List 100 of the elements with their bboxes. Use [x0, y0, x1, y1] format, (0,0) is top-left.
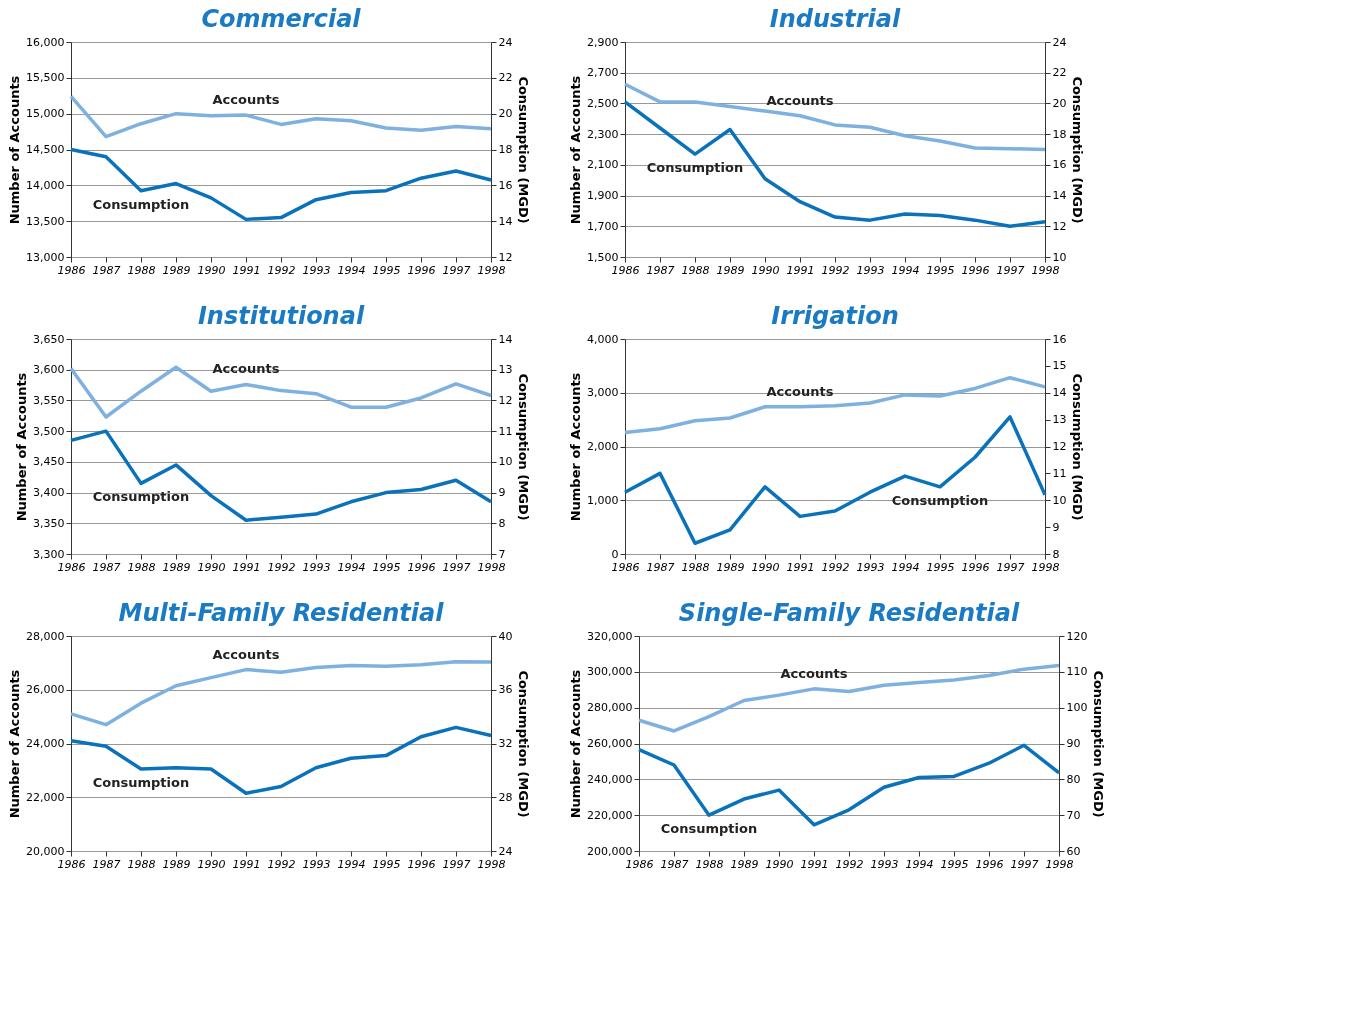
x-tick-label: 1988: [681, 560, 710, 574]
chart-title: Irrigation: [771, 302, 899, 330]
y-axis-title: Number of Accounts: [568, 75, 584, 225]
line-series: [69, 725, 493, 795]
x-tick-label: 1994: [337, 857, 366, 871]
y-tick-label: 240,000: [587, 772, 633, 786]
x-tick-label: 1998: [1031, 263, 1060, 277]
y2-tick-label: 10: [1052, 250, 1067, 264]
series-label: Consumption: [92, 196, 190, 212]
x-tick-label: 1995: [926, 263, 955, 277]
y2-tick-label: 14: [498, 332, 513, 346]
y2-tick-label: 11: [498, 424, 513, 438]
x-tick-label: 1990: [751, 560, 780, 574]
x-tick-label: 1993: [870, 857, 899, 871]
y2-tick-label: 24: [1052, 35, 1067, 49]
series-label: Consumption: [646, 160, 744, 176]
x-tick-label: 1991: [800, 857, 829, 871]
y-tick-label: 3,550: [33, 393, 65, 407]
y-tick-label: 26,000: [26, 683, 65, 697]
y2-tick-label: 32: [498, 737, 513, 750]
y2-tick-label: 9: [1052, 520, 1060, 534]
x-tick-label: 1990: [197, 857, 226, 871]
y2-tick-label: 24: [498, 844, 513, 858]
y-tick-label: 3,400: [33, 486, 65, 500]
x-tick-label: 1987: [646, 560, 675, 574]
x-tick-label: 1995: [372, 263, 401, 277]
x-tick-label: 1994: [337, 560, 366, 574]
y2-axis-title: Consumption (MGD): [1070, 76, 1086, 224]
y-tick-label: 1,700: [587, 219, 619, 233]
x-tick-label: 1992: [267, 263, 296, 277]
y2-tick-label: 14: [1052, 189, 1067, 203]
x-tick-label: 1998: [1031, 560, 1060, 574]
x-tick-label: 1992: [821, 560, 850, 574]
y2-tick-label: 13: [498, 363, 513, 377]
line-series: [69, 660, 493, 727]
x-tick-label: 1989: [162, 560, 191, 574]
x-tick-label: 1989: [730, 857, 759, 871]
x-tick-label: 1993: [856, 560, 885, 574]
x-tick-label: 1990: [751, 263, 780, 277]
series-label: Accounts: [212, 361, 280, 377]
x-tick-label: 1998: [1045, 857, 1074, 871]
x-tick-label: 1991: [786, 263, 815, 277]
y2-axis-title: Consumption (MGD): [1091, 670, 1107, 818]
x-tick-label: 1988: [127, 560, 156, 574]
x-tick-label: 1986: [57, 560, 86, 574]
y2-tick-label: 9: [498, 486, 506, 500]
series-label: Accounts: [212, 646, 280, 662]
y2-tick-label: 24: [498, 35, 513, 49]
series-label: Consumption: [891, 492, 989, 508]
x-tick-label: 1991: [232, 263, 261, 277]
y2-tick-label: 90: [1066, 737, 1081, 750]
x-tick-label: 1993: [302, 263, 331, 277]
y2-tick-label: 12: [1052, 440, 1067, 453]
y-tick-label: 24,000: [26, 737, 65, 750]
x-tick-label: 1989: [162, 857, 191, 871]
y2-tick-label: 22: [1052, 66, 1067, 80]
series-label: Consumption: [92, 775, 190, 791]
y2-tick-label: 7: [498, 547, 506, 561]
y-tick-label: 3,500: [33, 424, 65, 438]
y-tick-label: 1,500: [587, 250, 619, 264]
y-tick-label: 2,700: [587, 66, 619, 80]
x-tick-label: 1997: [442, 560, 471, 574]
y-tick-label: 15,000: [26, 107, 65, 121]
chart-title: Single-Family Residential: [678, 599, 1020, 627]
x-tick-label: 1996: [407, 857, 436, 871]
y-tick-label: 28,000: [26, 629, 65, 643]
x-tick-label: 1996: [407, 263, 436, 277]
x-tick-label: 1986: [57, 857, 86, 871]
x-tick-label: 1989: [716, 560, 745, 574]
x-tick-label: 1993: [856, 263, 885, 277]
y-axis-title: Number of Accounts: [14, 372, 30, 522]
x-tick-label: 1988: [681, 263, 710, 277]
x-tick-label: 1996: [975, 857, 1004, 871]
y2-tick-label: 36: [498, 683, 513, 697]
y2-tick-label: 22: [498, 71, 513, 85]
y-tick-label: 3,300: [33, 547, 65, 561]
x-tick-label: 1997: [996, 263, 1025, 277]
y-tick-label: 3,450: [33, 455, 65, 469]
y-tick-label: 16,000: [26, 35, 65, 49]
y2-tick-label: 10: [1052, 493, 1067, 507]
y2-axis-title: Consumption (MGD): [1070, 373, 1086, 521]
x-tick-label: 1986: [611, 560, 640, 574]
x-tick-label: 1998: [477, 263, 506, 277]
y2-tick-label: 100: [1066, 701, 1088, 715]
y-tick-label: 4,000: [587, 332, 619, 346]
series-label: Consumption: [92, 489, 190, 505]
y-axis-title: Number of Accounts: [568, 372, 584, 522]
y2-tick-label: 120: [1066, 629, 1088, 643]
x-tick-label: 1993: [302, 857, 331, 871]
y2-tick-label: 15: [1052, 359, 1067, 373]
y2-tick-label: 10: [498, 455, 513, 469]
x-tick-label: 1992: [267, 560, 296, 574]
y-tick-label: 13,500: [26, 214, 65, 228]
line-series: [69, 94, 493, 139]
y2-axis-title: Consumption (MGD): [516, 670, 532, 818]
x-tick-label: 1987: [92, 560, 121, 574]
x-tick-label: 1995: [372, 857, 401, 871]
x-tick-label: 1994: [905, 857, 934, 871]
x-tick-label: 1987: [646, 263, 675, 277]
x-tick-label: 1998: [477, 560, 506, 574]
